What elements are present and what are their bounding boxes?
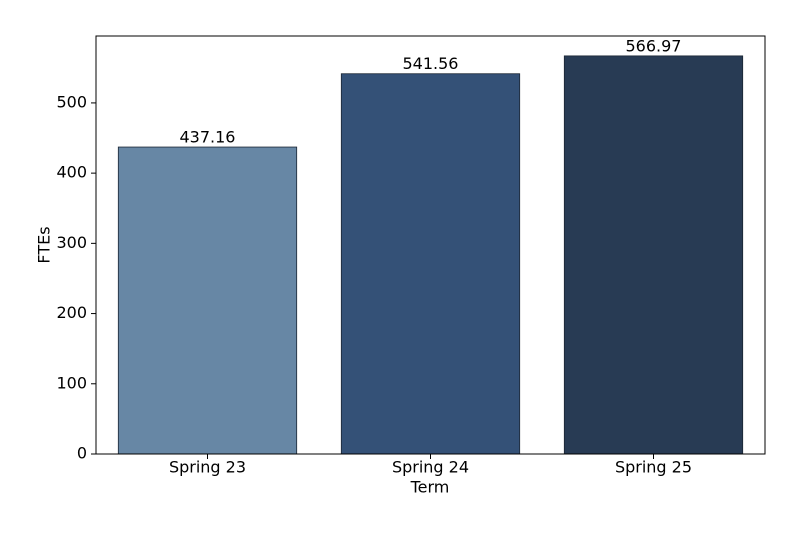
bar	[563, 55, 744, 455]
x-tick-label: Spring 24	[392, 458, 469, 477]
y-tick-label: 400	[56, 163, 87, 182]
x-tick-label: Spring 23	[169, 458, 246, 477]
value-label: 437.16	[180, 128, 236, 147]
y-axis-label: FTEs	[35, 226, 54, 263]
y-tick-label: 0	[77, 444, 87, 463]
value-label: 541.56	[403, 54, 459, 73]
x-axis-label: Term	[410, 478, 450, 497]
y-tick-label: 300	[56, 233, 87, 252]
bar	[117, 146, 298, 455]
bar	[340, 73, 521, 455]
x-tick-label: Spring 25	[615, 458, 692, 477]
plot-frame	[95, 35, 766, 455]
y-tick-label: 100	[56, 373, 87, 392]
y-tick-label: 500	[56, 92, 87, 111]
y-tick-label: 200	[56, 303, 87, 322]
value-label: 566.97	[626, 36, 682, 55]
